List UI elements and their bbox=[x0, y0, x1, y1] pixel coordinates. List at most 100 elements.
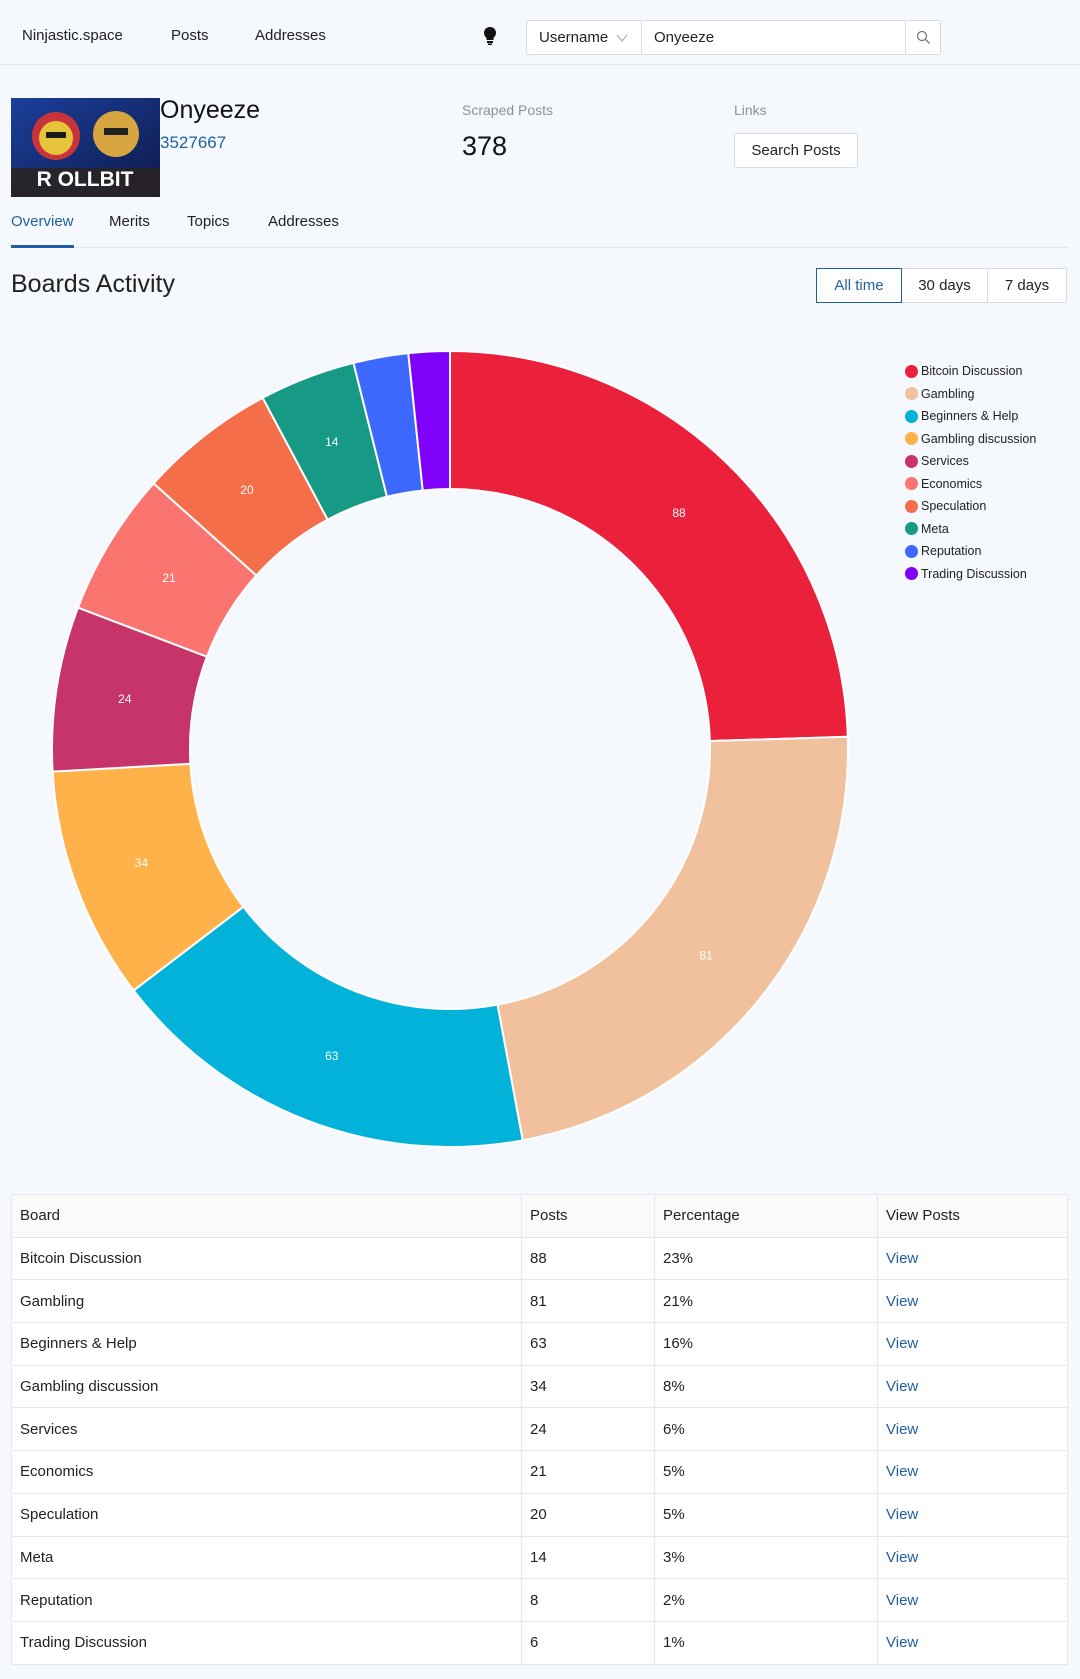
view-posts-link[interactable]: View bbox=[886, 1420, 919, 1438]
legend-label: Economics bbox=[921, 476, 983, 491]
view-posts-link[interactable]: View bbox=[886, 1292, 919, 1310]
view-posts-link[interactable]: View bbox=[886, 1378, 919, 1396]
brand-link[interactable]: Ninjastic.space bbox=[22, 27, 123, 44]
view-posts-column-header: View Posts bbox=[877, 1194, 1068, 1238]
board-cell: Bitcoin Discussion bbox=[11, 1236, 522, 1281]
legend-item[interactable]: Economics bbox=[905, 473, 1036, 496]
legend-swatch bbox=[905, 432, 918, 446]
legend-item[interactable]: Bitcoin Discussion bbox=[905, 360, 1036, 383]
view-posts-link[interactable]: View bbox=[886, 1506, 919, 1524]
donut-slice[interactable] bbox=[132, 905, 524, 1148]
view-cell: View bbox=[877, 1236, 1068, 1281]
profile-user-id-link[interactable]: 3527667 bbox=[160, 133, 227, 152]
posts-cell: 88 bbox=[521, 1236, 655, 1281]
posts-cell: 8 bbox=[521, 1578, 655, 1622]
table-row: Bitcoin Discussion 88 23% View bbox=[11, 1236, 1068, 1281]
legend-item[interactable]: Meta bbox=[905, 518, 1036, 541]
nav-posts-link[interactable]: Posts bbox=[171, 27, 209, 44]
board-cell: Trading Discussion bbox=[11, 1620, 522, 1665]
time-range-selector: All time 30 days 7 days bbox=[816, 268, 1067, 303]
profile-tabs: Overview Merits Topics Addresses bbox=[11, 205, 1068, 248]
posts-cell: 14 bbox=[521, 1535, 655, 1580]
donut-slice[interactable] bbox=[449, 349, 849, 743]
slice-value-label: 81 bbox=[700, 948, 714, 962]
range-all-time-button[interactable]: All time bbox=[816, 268, 902, 303]
legend-swatch bbox=[905, 364, 918, 378]
tab-merits[interactable]: Merits bbox=[109, 213, 150, 230]
view-posts-link[interactable]: View bbox=[886, 1250, 919, 1268]
board-cell: Gambling bbox=[11, 1279, 522, 1324]
posts-cell: 21 bbox=[521, 1450, 655, 1494]
percentage-cell: 6% bbox=[654, 1407, 878, 1452]
boards-activity-title: Boards Activity bbox=[11, 270, 175, 298]
slice-value-label: 14 bbox=[325, 435, 339, 449]
avatar-logo-text: R OLLBIT bbox=[37, 168, 134, 191]
legend-item[interactable]: Gambling discussion bbox=[905, 428, 1036, 451]
percentage-cell: 2% bbox=[654, 1578, 878, 1622]
scraped-posts-value: 378 bbox=[462, 131, 508, 161]
legend-label: Trading Discussion bbox=[921, 566, 1027, 581]
table-row: Beginners & Help 63 16% View bbox=[11, 1322, 1068, 1366]
nav-addresses-link[interactable]: Addresses bbox=[255, 27, 326, 44]
percentage-cell: 16% bbox=[654, 1322, 878, 1366]
posts-cell: 24 bbox=[521, 1407, 655, 1452]
board-cell: Speculation bbox=[11, 1492, 522, 1537]
legend-item[interactable]: Trading Discussion bbox=[905, 563, 1036, 586]
view-posts-link[interactable]: View bbox=[886, 1463, 919, 1481]
legend-label: Gambling bbox=[921, 386, 975, 401]
view-cell: View bbox=[877, 1535, 1068, 1580]
legend-item[interactable]: Gambling bbox=[905, 383, 1036, 406]
range-7-days-button[interactable]: 7 days bbox=[987, 268, 1067, 303]
board-cell: Reputation bbox=[11, 1578, 522, 1622]
search-posts-button[interactable]: Search Posts bbox=[734, 133, 858, 168]
legend-item[interactable]: Speculation bbox=[905, 495, 1036, 518]
legend-label: Services bbox=[921, 454, 969, 469]
percentage-cell: 23% bbox=[654, 1236, 878, 1281]
view-cell: View bbox=[877, 1578, 1068, 1622]
table-row: Economics 21 5% View bbox=[11, 1450, 1068, 1494]
view-cell: View bbox=[877, 1450, 1068, 1494]
search-type-select[interactable]: Username bbox=[527, 21, 642, 54]
view-posts-link[interactable]: View bbox=[886, 1548, 919, 1566]
tab-addresses[interactable]: Addresses bbox=[268, 213, 339, 230]
search-button[interactable] bbox=[905, 21, 940, 54]
posts-cell: 6 bbox=[521, 1620, 655, 1665]
posts-column-header: Posts bbox=[521, 1194, 655, 1238]
donut-slice[interactable] bbox=[496, 735, 849, 1142]
table-header-row: Board Posts Percentage View Posts bbox=[11, 1194, 1068, 1238]
legend-item[interactable]: Reputation bbox=[905, 540, 1036, 563]
search-bar: Username bbox=[526, 20, 941, 55]
posts-cell: 20 bbox=[521, 1492, 655, 1537]
legend-swatch bbox=[905, 544, 918, 558]
slice-value-label: 20 bbox=[240, 483, 254, 497]
table-row: Services 24 6% View bbox=[11, 1407, 1068, 1452]
range-30-days-button[interactable]: 30 days bbox=[901, 268, 988, 303]
legend-swatch bbox=[905, 387, 918, 401]
view-posts-link[interactable]: View bbox=[886, 1335, 919, 1353]
search-input[interactable] bbox=[642, 21, 905, 54]
view-cell: View bbox=[877, 1279, 1068, 1324]
legend-swatch bbox=[905, 522, 918, 536]
board-cell: Economics bbox=[11, 1450, 522, 1494]
table-row: Meta 14 3% View bbox=[11, 1535, 1068, 1580]
lightbulb-icon[interactable] bbox=[482, 26, 498, 46]
view-posts-link[interactable]: View bbox=[886, 1634, 919, 1652]
tab-overview[interactable]: Overview bbox=[11, 213, 74, 230]
boards-donut-chart: 88 81 63 34 24 21 20 14 bbox=[51, 349, 849, 1148]
view-posts-link[interactable]: View bbox=[886, 1591, 919, 1609]
posts-cell: 34 bbox=[521, 1364, 655, 1409]
tab-topics[interactable]: Topics bbox=[187, 213, 230, 230]
posts-cell: 63 bbox=[521, 1322, 655, 1366]
percentage-cell: 5% bbox=[654, 1450, 878, 1494]
view-cell: View bbox=[877, 1407, 1068, 1452]
legend-item[interactable]: Services bbox=[905, 450, 1036, 473]
board-cell: Gambling discussion bbox=[11, 1364, 522, 1409]
donut-slice[interactable] bbox=[407, 349, 451, 492]
table-row: Speculation 20 5% View bbox=[11, 1492, 1068, 1537]
legend-label: Meta bbox=[921, 521, 949, 536]
table-row: Gambling discussion 34 8% View bbox=[11, 1364, 1068, 1409]
legend-label: Bitcoin Discussion bbox=[921, 364, 1023, 379]
chart-legend: Bitcoin Discussion Gambling Beginners & He… bbox=[905, 360, 1036, 585]
links-label: Links bbox=[734, 102, 767, 118]
legend-item[interactable]: Beginners & Help bbox=[905, 405, 1036, 428]
